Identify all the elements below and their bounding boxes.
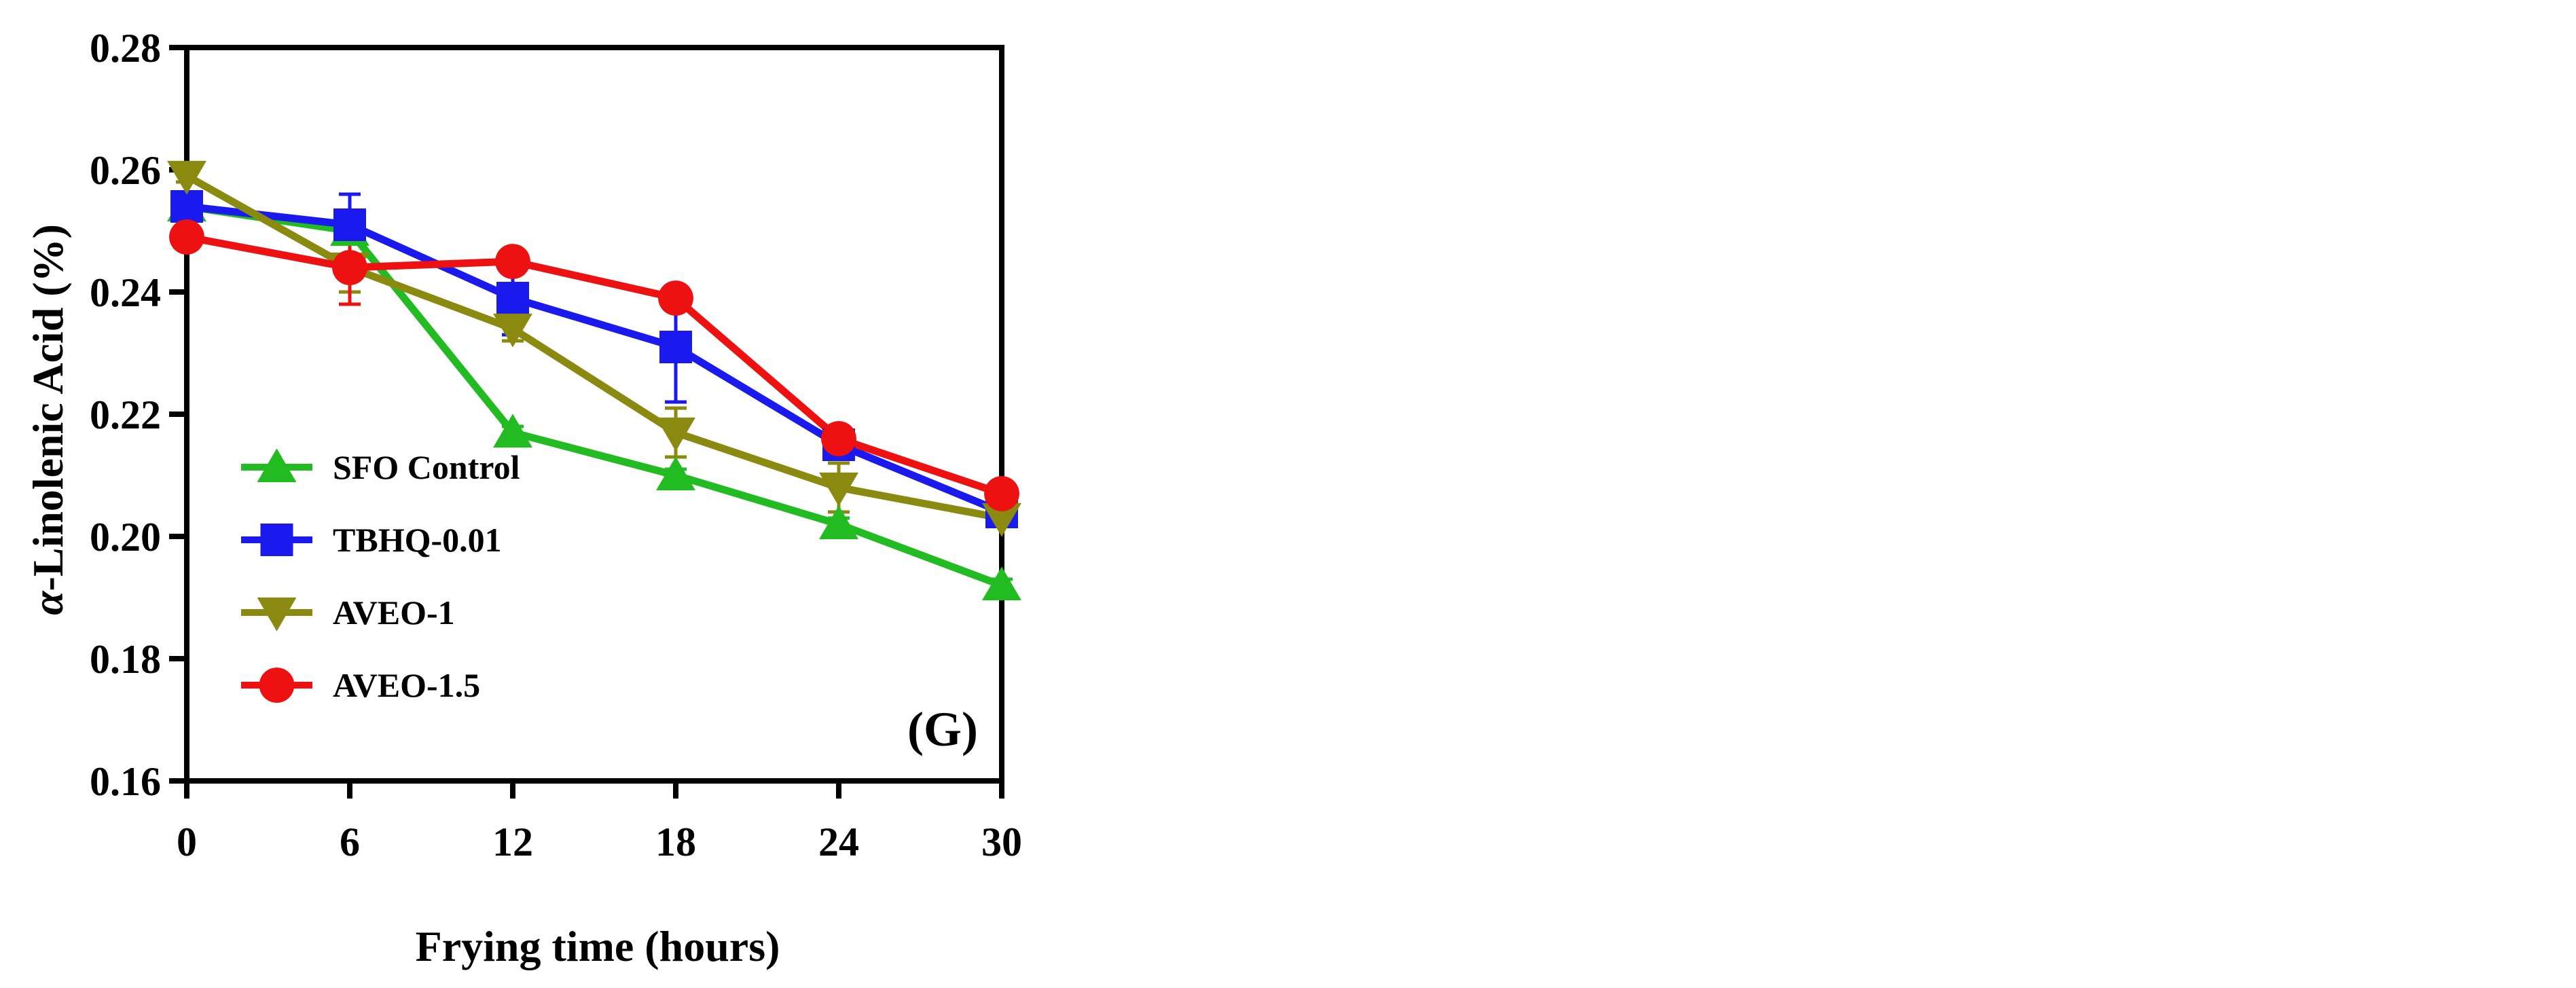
data-point xyxy=(333,208,366,241)
data-point xyxy=(656,456,695,491)
x-tick-label: 18 xyxy=(655,820,696,864)
data-point xyxy=(496,282,529,314)
series-line xyxy=(186,202,1004,516)
legend-marker xyxy=(260,524,293,556)
y-axis-title-symbol: α xyxy=(24,590,72,615)
y-tick-label: 0.20 xyxy=(90,515,161,560)
y-axis-title-text: -Linolenic Acid (%) xyxy=(24,224,72,591)
y-tick-label: 0.22 xyxy=(90,392,161,437)
data-point xyxy=(982,502,1021,537)
x-axis-title: Frying time (hours) xyxy=(416,922,780,970)
data-point xyxy=(167,160,206,195)
x-tick-label: 0 xyxy=(177,820,197,864)
legend-label: TBHQ-0.01 xyxy=(333,521,502,559)
data-point xyxy=(170,190,203,223)
y-tick-label: 0.24 xyxy=(90,270,161,315)
x-tick-label: 6 xyxy=(340,820,360,864)
series-line xyxy=(185,233,1003,498)
series-markers xyxy=(167,160,1021,601)
data-point xyxy=(984,476,1019,511)
legend-marker xyxy=(259,667,295,703)
y-tick-label: 0.28 xyxy=(90,26,161,71)
legend-label: SFO Control xyxy=(333,448,520,486)
series-line xyxy=(186,202,1003,589)
legend-marker xyxy=(257,448,297,483)
data-point xyxy=(821,421,856,456)
series-lines xyxy=(185,172,1004,589)
legend-label: AVEO-1 xyxy=(333,593,455,632)
panel-label: (G) xyxy=(907,702,978,756)
y-tick-label: 0.26 xyxy=(90,148,161,193)
y-tick-label: 0.16 xyxy=(90,759,161,804)
plot-frame xyxy=(184,45,1004,784)
data-point xyxy=(659,331,692,363)
series-line xyxy=(185,172,1003,522)
x-tick-label: 12 xyxy=(492,820,533,864)
data-point xyxy=(819,505,858,540)
y-axis-title: α-Linolenic Acid (%) xyxy=(24,224,72,615)
data-point xyxy=(493,414,532,448)
data-point xyxy=(658,280,693,316)
legend: SFO Control TBHQ-0.01 AVEO-1 AVEO-1.5 xyxy=(241,448,520,704)
x-tick-label: 24 xyxy=(818,820,859,864)
data-point xyxy=(169,219,204,255)
axes: 0.16 0.18 0.20 0.22 0.24 0.26 0.28 0 6 12 18 24 30 xyxy=(90,26,1022,864)
legend-label: AVEO-1.5 xyxy=(333,666,480,704)
x-tick-label: 30 xyxy=(981,820,1022,864)
data-point xyxy=(493,313,532,348)
legend-marker xyxy=(257,597,297,632)
data-point xyxy=(495,244,530,279)
data-point xyxy=(332,250,367,285)
y-tick-label: 0.18 xyxy=(90,637,161,682)
data-point xyxy=(982,566,1021,601)
data-point xyxy=(656,417,695,452)
data-point xyxy=(819,472,858,507)
